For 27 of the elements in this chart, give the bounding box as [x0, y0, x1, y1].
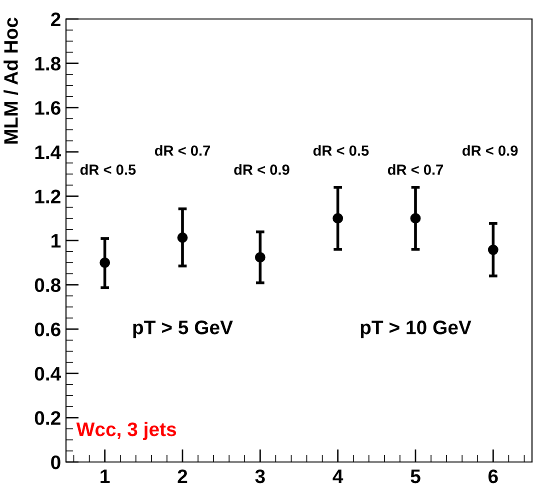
y-axis-title: MLM / Ad Hoc	[4, 18, 18, 144]
annotation: dR < 0.7	[388, 164, 444, 175]
y-tick-label: 1.8	[35, 56, 61, 71]
x-tick-label: 4	[332, 470, 344, 484]
annotation: dR < 0.5	[313, 145, 369, 156]
y-tick-label: 0.2	[34, 411, 60, 425]
x-tick-label: 1	[100, 470, 110, 484]
y-tick-label: 1.6	[35, 101, 60, 115]
annotation: dR < 0.5	[80, 164, 136, 175]
annotation: dR < 0.9	[234, 164, 290, 175]
y-tick-label: 1.2	[35, 190, 60, 204]
y-tick-label: 0.8	[34, 278, 61, 292]
y-tick-label: 0	[51, 455, 60, 470]
y-tick-label: 0.6	[34, 322, 60, 336]
y-tick-label: 1	[52, 234, 61, 248]
y-tick-label: 0.4	[34, 366, 62, 381]
annotation: Wcc, 3 jets	[76, 422, 176, 440]
annotation: dR < 0.9	[462, 145, 518, 156]
x-tick-label: 6	[488, 469, 498, 484]
annotation: pT > 10 GeV	[360, 320, 472, 338]
x-tick-label: 2	[178, 469, 188, 484]
y-tick-label: 1.4	[35, 146, 62, 159]
y-tick-label: 2	[51, 12, 60, 26]
x-tick-label: 5	[410, 470, 420, 484]
x-tick-label: 3	[255, 469, 265, 484]
annotation: dR < 0.7	[154, 145, 210, 156]
annotation: pT > 5 GeV	[133, 320, 233, 338]
